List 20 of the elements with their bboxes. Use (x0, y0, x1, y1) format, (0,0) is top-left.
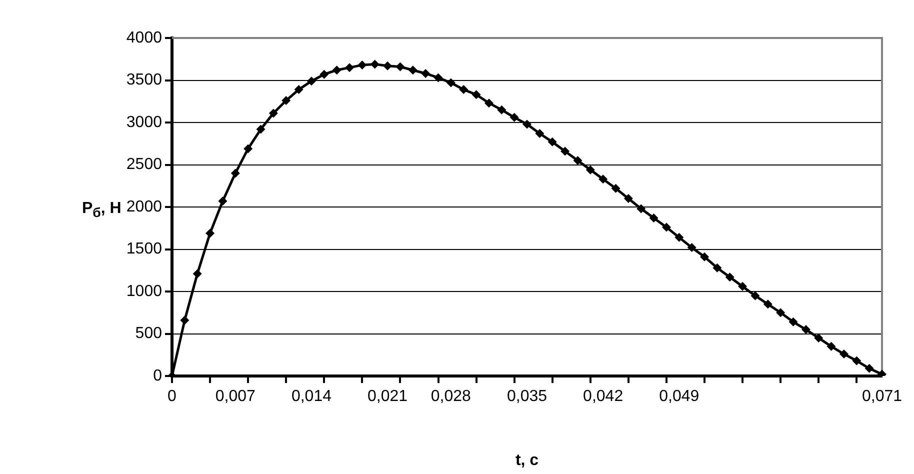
y-tick-label: 3500 (126, 72, 162, 89)
x-tick-label: 0,042 (583, 388, 624, 406)
x-tick-label: 0,007 (215, 388, 256, 406)
x-axis-title: t, с (515, 452, 539, 469)
x-tick-label: 0,021 (368, 388, 408, 406)
y-tick-label: 2000 (126, 198, 162, 216)
y-tick-label: 0 (153, 367, 162, 384)
x-tick-label: 0 (168, 388, 177, 406)
y-tick-label: 1500 (126, 240, 162, 258)
y-tick-label: 4000 (126, 29, 162, 46)
y-tick-label: 500 (135, 325, 162, 342)
y-axis-title: P$_{б}$, Н (82, 200, 122, 220)
x-tick-label: 0,014 (291, 388, 332, 406)
y-tick-label: 2500 (126, 156, 162, 174)
x-tick-label: 0,028 (430, 388, 472, 406)
y-tick-label: 1000 (126, 282, 162, 300)
x-tick-label: 0,049 (659, 388, 700, 406)
x-tick-label: 0,035 (506, 388, 548, 406)
y-tick-label: 3000 (126, 114, 162, 131)
x-tick-label: 0,071 (862, 388, 902, 406)
